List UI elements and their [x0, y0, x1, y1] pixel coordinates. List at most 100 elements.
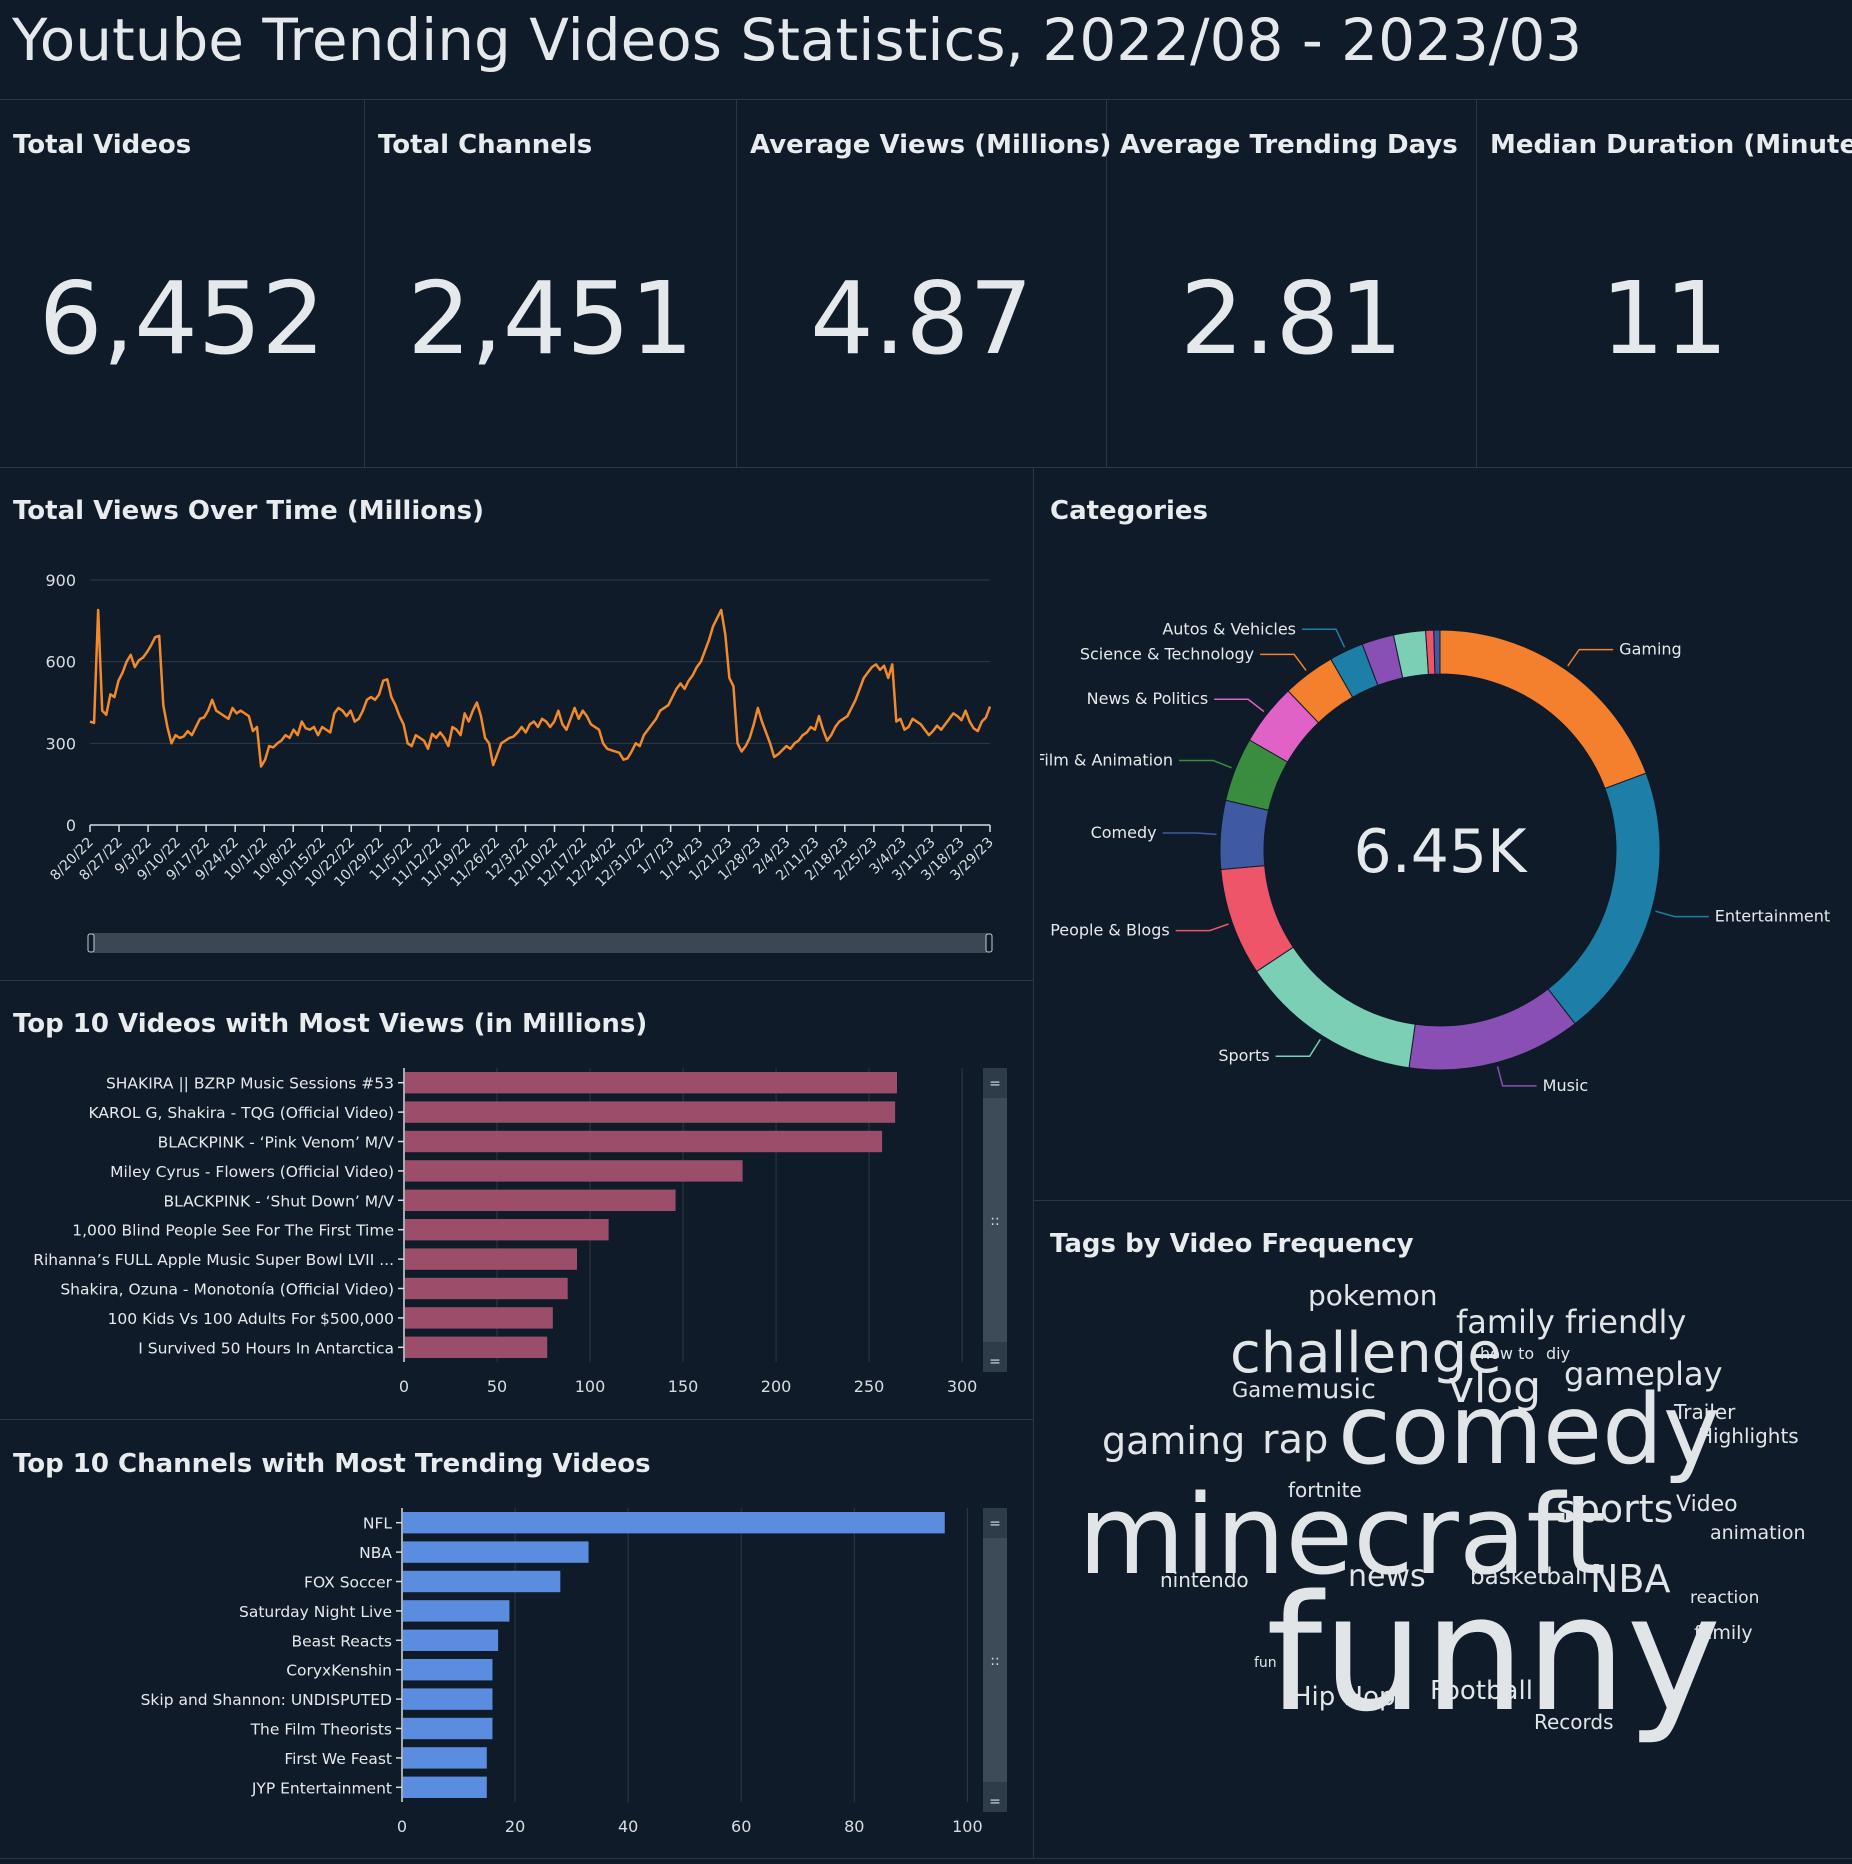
kpi-total-channels[interactable]: Total Channels 2,451 [365, 100, 736, 466]
scroll-grip-icon: = [989, 1076, 1001, 1092]
bar-category-label: KAROL G, Shakira - TQG (Official Video) [88, 1104, 394, 1122]
bar [405, 1189, 676, 1211]
range-scrollbar [90, 933, 990, 953]
bar [405, 1130, 883, 1153]
bar [403, 1600, 510, 1622]
bar-category-label: BLACKPINK - ‘Pink Venom’ M/V [158, 1134, 395, 1152]
bar-category-label: NFL [363, 1515, 393, 1533]
kpi-total-videos[interactable]: Total Videos 6,452 [0, 100, 364, 466]
tag-word: vlog [1448, 1362, 1542, 1413]
kpi-title: Total Channels [378, 130, 593, 160]
kpi-average-views[interactable]: Average Views (Millions) 4.87 [737, 100, 1111, 466]
bar-category-label: FOX Soccer [304, 1574, 393, 1592]
tag-word: animation [1710, 1522, 1806, 1544]
divider [1476, 100, 1477, 467]
top-videos-bar-chart[interactable]: 0 50 100 150 200 250 300 SHAKIRA || BZRP Music … [0, 1060, 1030, 1410]
x-tick-label: 0 [399, 1377, 409, 1396]
top-channels-title: Top 10 Channels with Most Trending Video… [13, 1449, 651, 1479]
bar [405, 1219, 609, 1241]
bar [403, 1747, 487, 1769]
tag-word: reaction [1690, 1588, 1760, 1608]
tag-word: family [1694, 1622, 1753, 1644]
top-videos-title: Top 10 Videos with Most Views (in Millio… [13, 1009, 648, 1039]
bar [403, 1570, 561, 1593]
bar [403, 1659, 493, 1681]
kpi-title: Average Trending Days [1120, 130, 1458, 160]
bar [405, 1248, 578, 1270]
bar [405, 1277, 568, 1300]
divider [736, 100, 737, 467]
x-tick-label: 150 [668, 1377, 699, 1396]
divider [1033, 468, 1034, 1858]
bar [405, 1072, 897, 1094]
views-line-chart[interactable]: 03006009008/20/228/27/229/3/229/10/229/1… [0, 560, 1020, 970]
slice-leader-line [1260, 653, 1307, 671]
divider [0, 99, 1852, 100]
range-handle-left [87, 933, 95, 953]
slice-label: Music [1543, 1076, 1589, 1095]
bar-category-label: Rihanna’s FULL Apple Music Super Bowl LV… [33, 1251, 394, 1269]
bar [403, 1776, 487, 1798]
bar-category-label: Beast Reacts [291, 1632, 392, 1650]
x-tick-label: 300 [947, 1377, 978, 1396]
category-slice [1433, 629, 1441, 675]
chart-scroll-thumb [983, 1098, 1007, 1342]
bar [405, 1336, 548, 1358]
bar [403, 1541, 589, 1563]
tag-word: music [1296, 1374, 1376, 1405]
tag-word: Football [1430, 1676, 1533, 1706]
bar-category-label: 1,000 Blind People See For The First Tim… [72, 1222, 394, 1240]
bar-category-label: SHAKIRA || BZRP Music Sessions #53 [106, 1075, 394, 1093]
divider [1106, 100, 1107, 467]
kpi-title: Total Videos [13, 130, 192, 160]
tag-word: diy [1546, 1344, 1571, 1363]
tag-word: Records [1534, 1710, 1614, 1734]
slice-label: Comedy [1091, 823, 1157, 842]
slice-label: People & Blogs [1050, 921, 1170, 940]
divider [0, 1419, 1033, 1420]
tag-word: minecraft [1078, 1471, 1607, 1599]
categories-title: Categories [1050, 496, 1209, 526]
bar-category-label: I Survived 50 Hours In Antarctica [138, 1339, 394, 1357]
kpi-median-duration[interactable]: Median Duration (Minutes) 11 [1477, 100, 1852, 466]
slice-label: Sports [1218, 1046, 1269, 1065]
kpi-value: 2,451 [407, 260, 694, 377]
bar-category-label: BLACKPINK - ‘Shut Down’ M/V [164, 1192, 395, 1210]
slice-label: Autos & Vehicles [1162, 619, 1296, 638]
bar [403, 1512, 945, 1534]
tag-word: sports [1556, 1487, 1674, 1531]
tag-word: rap [1262, 1417, 1329, 1463]
slice-leader-line [1567, 648, 1614, 667]
slice-label: Entertainment [1715, 907, 1830, 926]
bar [403, 1717, 493, 1740]
top-channels-bar-chart[interactable]: 0 20 40 60 80 100 NFL NBA FOX Soccer Saturday Nig… [0, 1500, 1030, 1850]
x-tick-label: 0 [397, 1817, 407, 1836]
slice-label: Science & Technology [1080, 644, 1254, 663]
divider [0, 1858, 1852, 1859]
bar-category-label: Skip and Shannon: UNDISPUTED [141, 1691, 392, 1709]
categories-donut-chart[interactable]: Gaming Entertainment Music Sports People & B… [1040, 590, 1852, 1100]
slice-label: News & Politics [1087, 689, 1209, 708]
x-tick-label: 250 [854, 1377, 885, 1396]
y-tick-label: 300 [45, 734, 76, 753]
tag-word: gaming [1102, 1419, 1246, 1463]
kpi-average-trending-days[interactable]: Average Trending Days 2.81 [1107, 100, 1476, 466]
tag-word: NBA [1590, 1557, 1671, 1601]
bar [405, 1101, 896, 1123]
x-tick-label: 200 [761, 1377, 792, 1396]
slice-leader-line [1179, 759, 1232, 769]
slice-leader-line [1175, 923, 1229, 932]
tag-word: Trailer [1674, 1400, 1736, 1424]
tag-word: news [1348, 1559, 1426, 1594]
tag-word: challenge [1230, 1321, 1502, 1386]
bar-category-label: Saturday Night Live [239, 1603, 392, 1621]
kpi-value: 4.87 [810, 260, 1033, 377]
tag-word: basketball [1470, 1564, 1588, 1590]
bar-category-label: JYP Entertainment [251, 1779, 392, 1797]
y-tick-label: 0 [66, 816, 76, 835]
views-series-line [89, 608, 992, 768]
views-over-time-title: Total Views Over Time (Millions) [13, 496, 484, 526]
y-tick-label: 600 [45, 653, 76, 672]
divider [0, 980, 1033, 981]
range-handle-right [985, 933, 993, 953]
